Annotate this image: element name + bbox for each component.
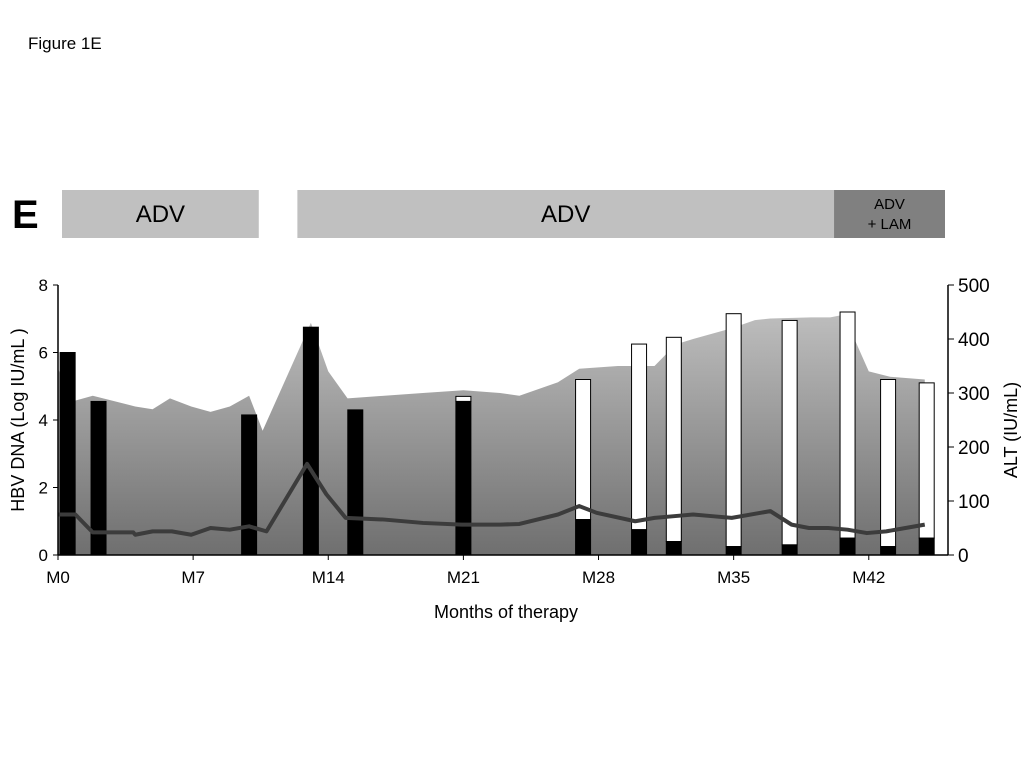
left-tick-label: 6 xyxy=(39,344,48,363)
therapy-band-label: + LAM xyxy=(868,216,912,233)
x-tick-label: M35 xyxy=(717,568,750,587)
x-tick-label: M21 xyxy=(447,568,480,587)
bar-hollow xyxy=(918,382,935,539)
therapy-band-label: ADV xyxy=(541,201,590,228)
left-tick-label: 0 xyxy=(39,546,48,565)
bar-hollow xyxy=(725,313,742,548)
bar-solid xyxy=(241,414,258,556)
bar-hollow xyxy=(665,336,682,542)
bar-solid xyxy=(302,326,319,556)
bar-hollow xyxy=(575,379,592,521)
bar-solid xyxy=(575,519,592,556)
bar-solid xyxy=(781,544,798,556)
bar-solid xyxy=(59,352,76,556)
bar-solid xyxy=(839,537,856,556)
right-tick-label: 0 xyxy=(958,546,969,567)
therapy-band-label: ADV xyxy=(136,201,185,228)
bar-solid xyxy=(665,541,682,556)
x-tick-label: M28 xyxy=(582,568,615,587)
bar-solid xyxy=(880,546,897,556)
bar-hollow xyxy=(455,395,472,402)
hbv-line xyxy=(58,461,926,537)
alt-area xyxy=(58,314,925,555)
axes: 0 2 4 6 8 0 100 200 300 400 500 M0 M7 M14 M21 M28 M35 M42… xyxy=(8,276,1021,622)
therapy-band-label: ADV xyxy=(874,196,905,213)
bar-hollow xyxy=(839,311,856,539)
x-tick-label: M14 xyxy=(312,568,345,587)
therapy-band xyxy=(297,190,835,238)
x-axis-title: Months of therapy xyxy=(434,602,578,622)
bar-solid xyxy=(455,400,472,556)
left-tick-label: 8 xyxy=(39,276,48,295)
left-axis-title: HBV DNA (Log IU/mL ) xyxy=(8,328,28,511)
bar-solid xyxy=(725,546,742,556)
bar-solid xyxy=(347,409,364,556)
therapy-band xyxy=(834,190,945,238)
left-tick-label: 2 xyxy=(39,479,48,498)
therapy-band xyxy=(62,190,259,238)
x-tick-label: M0 xyxy=(46,568,70,587)
therapy-bands: ADV ADV ADV + LAM xyxy=(62,190,945,238)
bar-hollow xyxy=(880,379,897,548)
right-tick-label: 100 xyxy=(958,492,990,513)
left-tick-label: 4 xyxy=(39,411,48,430)
x-tick-label: M7 xyxy=(181,568,205,587)
right-axis-title: ALT (IU/mL) xyxy=(1001,382,1021,478)
right-tick-label: 200 xyxy=(958,438,990,459)
panel-letter: E xyxy=(12,193,39,237)
bar-hollow xyxy=(781,319,798,546)
right-tick-label: 300 xyxy=(958,384,990,405)
bar-solid xyxy=(631,529,648,556)
right-tick-label: 400 xyxy=(958,330,990,351)
figure-label: Figure 1E xyxy=(28,34,102,53)
right-tick-label: 500 xyxy=(958,276,990,297)
bar-hollow xyxy=(631,343,648,531)
bar-solid xyxy=(918,537,935,556)
x-tick-label: M42 xyxy=(852,568,885,587)
plot-area xyxy=(58,311,935,556)
